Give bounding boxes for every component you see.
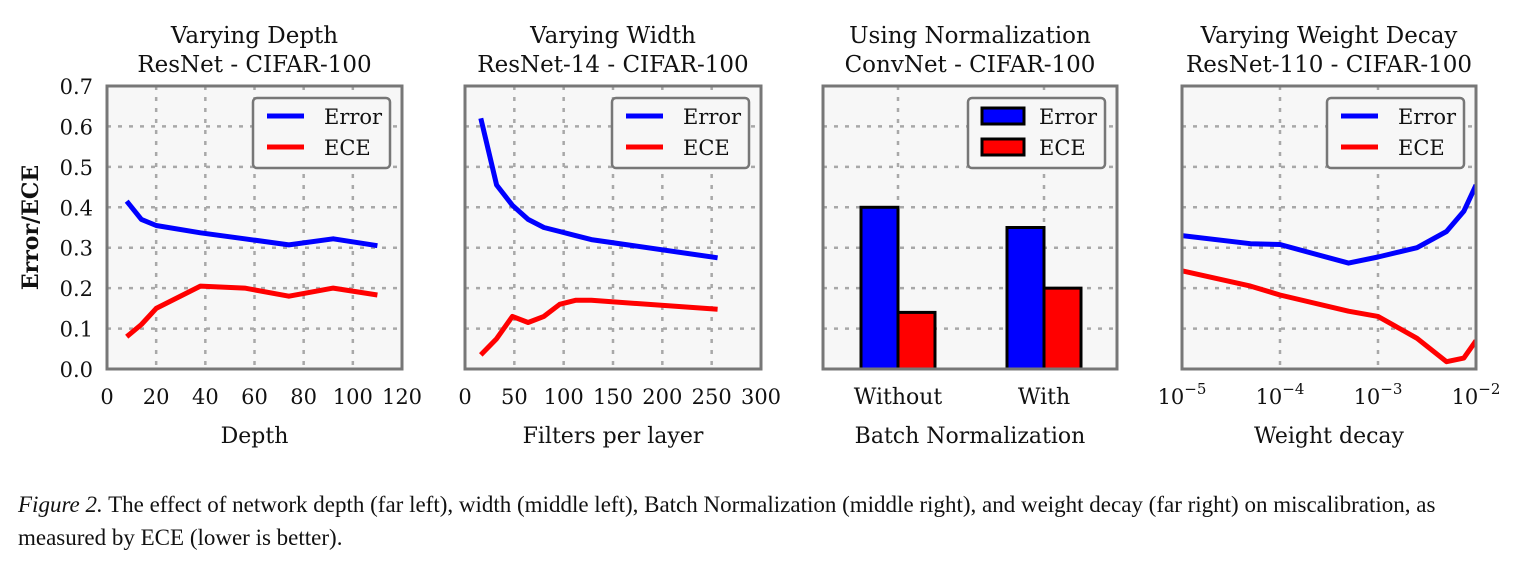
x-axis-label: Weight decay (1254, 424, 1405, 449)
x-tick-label: 10−3 (1354, 380, 1403, 409)
legend-label: Error (683, 105, 742, 129)
chart-title-line: Using Normalization (849, 23, 1091, 49)
x-axis-label: Depth (221, 424, 289, 449)
legend-label: ECE (324, 136, 371, 160)
tick-base: 10 (1452, 385, 1479, 409)
legend-label: ECE (1039, 136, 1086, 160)
chart-title-line: ResNet-14 - CIFAR-100 (477, 52, 748, 78)
chart-title-line: ResNet - CIFAR-100 (137, 52, 371, 78)
caption-label: Figure 2. (18, 492, 103, 517)
x-tick-label: 100 (544, 385, 584, 409)
x-axis-label: Filters per layer (523, 424, 704, 449)
x-tick-label: 10−5 (1158, 380, 1207, 409)
series-line-ece (1182, 268, 1476, 365)
series-line-error (478, 117, 718, 261)
x-tick-label: 300 (741, 385, 781, 409)
x-tick-label: With (1018, 385, 1070, 410)
x-axis-label: Batch Normalization (855, 424, 1086, 449)
legend: Error ECE (610, 96, 751, 170)
x-tick-label: 10−2 (1452, 380, 1501, 409)
y-tick-label: 0.1 (60, 318, 93, 342)
chart-title-line: Varying Depth (170, 23, 338, 49)
x-tick-label: 80 (290, 385, 317, 409)
legend: Error ECE (251, 96, 392, 170)
x-tick-label: 20 (143, 385, 170, 409)
y-tick-label: 0.5 (60, 156, 93, 180)
tick-exponent: −5 (1184, 380, 1206, 398)
plot-frame (463, 84, 763, 371)
x-tick-label: 40 (192, 385, 219, 409)
bar-ece-without (896, 310, 937, 369)
x-tick-label: 250 (692, 385, 732, 409)
series-line-ece (479, 297, 718, 357)
bar-error-with (1005, 226, 1046, 369)
x-tick-label: 120 (382, 385, 422, 409)
legend-label: Error (1398, 105, 1457, 129)
figure: Varying Depth ResNet - CIFAR-100 0.0 0.1 0.2… (18, 23, 1501, 449)
tick-base: 10 (1256, 385, 1283, 409)
x-tick-label: 200 (642, 385, 682, 409)
chart-title-line: Varying Width (529, 23, 696, 49)
series-line-error (1182, 183, 1476, 266)
y-axis-label: Error/ECE (18, 165, 44, 290)
subplot-2: Varying Width ResNet-14 - CIFAR-100 0 50 100… (458, 23, 781, 449)
figure-caption: Figure 2. The effect of network depth (f… (18, 488, 1508, 554)
x-tick-label: 50 (501, 385, 528, 409)
subplot-4: Varying Weight Decay ResNet-110 - CIFAR-1… (1158, 23, 1501, 449)
y-tick-label: 0.0 (60, 358, 93, 382)
chart-title-line: ConvNet - CIFAR-100 (845, 52, 1096, 78)
data-layer (124, 199, 378, 339)
tick-exponent: −4 (1282, 380, 1304, 398)
tick-exponent: −2 (1478, 380, 1500, 398)
x-tick-label: 100 (333, 385, 373, 409)
data-layer (859, 205, 1083, 369)
tick-base: 10 (1158, 385, 1185, 409)
x-tick-label: 60 (241, 385, 268, 409)
x-tick-label: 10−4 (1256, 380, 1305, 409)
legend: Error ECE (966, 96, 1107, 170)
legend-label: Error (324, 105, 383, 129)
legend-label: ECE (1398, 136, 1445, 160)
bar-ece-with (1042, 286, 1083, 369)
legend-swatch-ece (980, 137, 1026, 157)
data-layer (478, 117, 718, 357)
y-tick-label: 0.3 (60, 237, 93, 261)
plot-frame (1180, 84, 1478, 371)
legend: Error ECE (1325, 96, 1466, 170)
x-tick-label: 150 (593, 385, 633, 409)
subplot-1: Varying Depth ResNet - CIFAR-100 0.0 0.1 0.2… (18, 23, 422, 449)
tick-base: 10 (1354, 385, 1381, 409)
chart-title-line: ResNet-110 - CIFAR-100 (1186, 52, 1472, 78)
x-tick-label: 0 (458, 385, 471, 409)
series-line-error (124, 199, 378, 249)
legend-swatch-error (980, 106, 1026, 126)
caption-text: The effect of network depth (far left), … (18, 492, 1436, 550)
chart-title-line: Varying Weight Decay (1200, 23, 1458, 49)
plot-frame (821, 84, 1119, 371)
y-tick-label: 0.4 (60, 196, 93, 220)
legend-label: ECE (683, 136, 730, 160)
bar-error-without (859, 205, 900, 369)
subplot-3: Using Normalization ConvNet - CIFAR-100 Wi… (821, 23, 1119, 449)
y-tick-label: 0.7 (60, 75, 93, 99)
y-tick-label: 0.6 (60, 115, 93, 139)
tick-exponent: −3 (1380, 380, 1402, 398)
legend-label: Error (1039, 105, 1098, 129)
data-layer (1182, 183, 1476, 365)
x-tick-label: Without (854, 385, 943, 410)
plot-frame (105, 84, 404, 371)
y-tick-label: 0.2 (60, 277, 93, 301)
x-tick-label: 0 (100, 385, 113, 409)
series-line-ece (125, 283, 378, 339)
